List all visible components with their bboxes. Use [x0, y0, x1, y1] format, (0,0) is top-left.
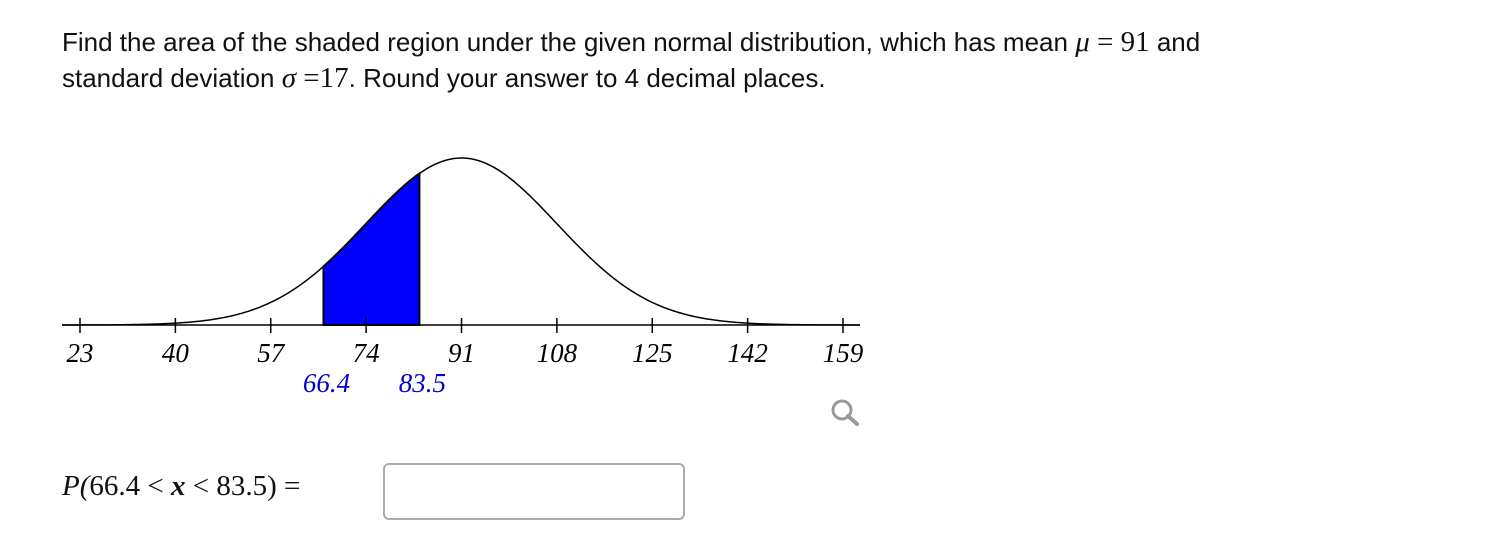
lower: 66.4 [89, 470, 141, 502]
question-line-2: standard deviation σ =17. Round your ans… [62, 62, 826, 95]
x-tick-label: 108 [537, 338, 578, 368]
shade-label: 83.5 [399, 368, 446, 398]
equals: = [303, 62, 320, 94]
mean: 91 [1120, 26, 1150, 58]
answer-input[interactable] [383, 463, 685, 520]
normal-curve [61, 157, 861, 326]
x-tick-label: 23 [67, 338, 94, 368]
question-text: and [1156, 27, 1201, 57]
upper: 83.5 [216, 470, 268, 502]
equals: = [284, 470, 301, 502]
x-tick-label: 159 [823, 338, 864, 368]
variable: x [170, 470, 186, 502]
shade-label: 66.4 [303, 368, 350, 398]
prob-prefix: P( [62, 470, 90, 502]
mean-symbol: μ [1075, 26, 1090, 58]
x-tick-label: 57 [257, 338, 286, 368]
x-tick-label: 142 [727, 338, 768, 368]
zoom-icon[interactable] [831, 399, 859, 426]
question-text: Find the area of the shaded region under… [62, 27, 1068, 57]
lt: < [192, 470, 210, 502]
equals: = [1096, 26, 1114, 58]
x-tick-label: 74 [353, 338, 380, 368]
shaded-region [322, 171, 421, 326]
answer-label: P(66.4 < x < 83.5) = [62, 470, 300, 503]
question-line-1: Find the area of the shaded region under… [62, 26, 1200, 59]
question-text: . Round your answer to 4 decimal places. [348, 63, 826, 93]
prob-suffix: ) [267, 470, 277, 502]
normal-graph: 23 40 57 74 91 108 125 142 159 66.4 83.5 [61, 157, 864, 426]
sd-symbol: σ [281, 62, 297, 94]
question-text: standard deviation [62, 63, 275, 93]
x-tick-label: 91 [448, 338, 475, 368]
x-tick-label: 40 [162, 338, 190, 368]
x-tick-label: 125 [632, 338, 673, 368]
sd: 17 [319, 62, 349, 94]
lt: < [147, 470, 164, 502]
